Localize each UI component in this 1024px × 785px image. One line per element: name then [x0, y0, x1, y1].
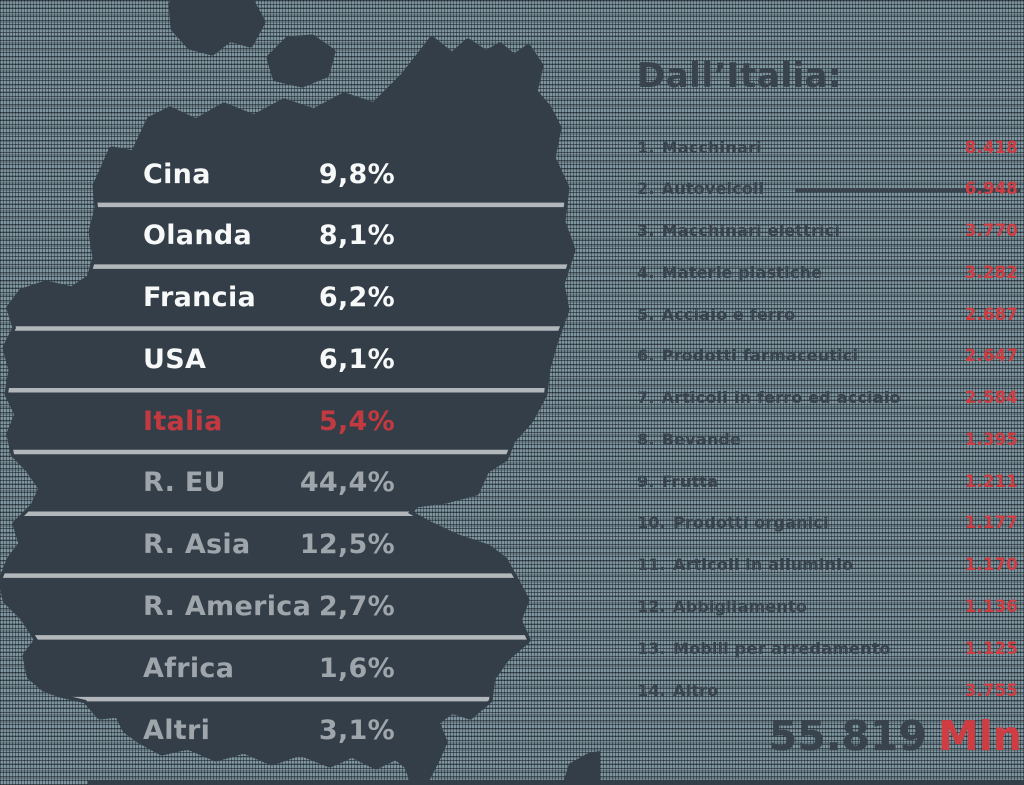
map-row-usa: USA 6,1%	[143, 328, 395, 390]
export-title: Dall’Italia:	[637, 56, 843, 96]
export-value: 1.125	[964, 638, 1018, 658]
export-value: 2.687	[964, 304, 1018, 324]
export-value: 3.770	[964, 221, 1018, 241]
export-label: Altro	[672, 680, 719, 700]
germany-map	[0, 0, 600, 785]
export-rank: 3.	[637, 221, 655, 241]
map-row-francia: Francia 6,2%	[143, 267, 395, 329]
map-row-olanda: Olanda 8,1%	[143, 205, 395, 267]
export-rank: 1.	[637, 137, 655, 157]
bottom-strip	[88, 780, 1024, 785]
export-rank: 7.	[637, 388, 655, 408]
country-value: 44,4%	[299, 467, 395, 499]
export-rank: 14.	[637, 680, 666, 700]
export-item-2: 2. Autoveicoli 6.948	[637, 177, 1018, 201]
export-rank: 10.	[637, 513, 666, 533]
country-value: 3,1%	[318, 714, 395, 746]
country-label: Africa	[143, 652, 235, 684]
export-item-4: 4. Materie plastiche 3.282	[637, 260, 1018, 284]
export-item-12: 12. Abbigliamento 1.136	[637, 594, 1018, 618]
country-value: 5,4%	[318, 405, 395, 437]
country-label: Olanda	[143, 220, 252, 252]
map-row-r-asia: R. Asia 12,5%	[143, 514, 395, 576]
map-island-north	[168, 0, 266, 56]
country-label: USA	[143, 343, 207, 375]
country-value: 2,7%	[318, 590, 395, 622]
export-item-14: 14. Altro 3.755	[637, 678, 1018, 702]
export-label: Articoli in ferro ed acciaio	[661, 388, 901, 408]
map-row-africa: Africa 1,6%	[143, 637, 395, 699]
total-unit: Mln	[937, 712, 1022, 760]
export-divider-line	[795, 188, 1020, 192]
country-label: Francia	[143, 282, 257, 314]
export-value: 1.177	[964, 513, 1018, 533]
export-value: 6.948	[964, 179, 1018, 199]
export-value: 2.584	[964, 388, 1018, 408]
export-label: Prodotti farmaceutici	[661, 346, 859, 366]
export-item-10: 10. Prodotti organici 1.177	[637, 511, 1018, 535]
export-value: 1.211	[964, 471, 1018, 491]
export-item-13: 13. Mobili per arredamento 1.125	[637, 636, 1018, 660]
export-label: Macchinari	[661, 137, 762, 157]
export-rank: 5.	[637, 304, 655, 324]
export-label: Macchinari elettrici	[661, 221, 841, 241]
map-row-italia: Italia 5,4%	[143, 390, 395, 452]
country-value: 6,2%	[318, 282, 395, 314]
export-label: Prodotti organici	[672, 513, 829, 533]
map-row-cina: Cina 9,8%	[143, 143, 395, 205]
export-rank: 8.	[637, 429, 655, 449]
map-island-baltic	[266, 34, 336, 88]
export-rank: 13.	[637, 638, 666, 658]
export-item-9: 9. Frutta 1.211	[637, 469, 1018, 493]
country-label: R. America	[143, 590, 312, 622]
export-item-1: 1. Macchinari 8.418	[637, 135, 1018, 159]
export-label: Autoveicoli	[661, 179, 765, 199]
export-value: 3.755	[964, 680, 1018, 700]
export-value: 8.418	[964, 137, 1018, 157]
export-rank: 11.	[637, 555, 666, 575]
export-rank: 12.	[637, 596, 666, 616]
export-label: Materie plastiche	[661, 262, 823, 282]
export-label: Acciaio e ferro	[661, 304, 796, 324]
country-label: Altri	[143, 714, 211, 746]
export-item-8: 8. Bevande 1.395	[637, 427, 1018, 451]
map-row-r-eu: R. EU 44,4%	[143, 452, 395, 514]
export-rank: 4.	[637, 262, 655, 282]
country-label: Cina	[143, 158, 211, 190]
total-amount: 55.819	[768, 712, 927, 760]
export-rank: 6.	[637, 346, 655, 366]
country-value: 8,1%	[318, 220, 395, 252]
country-label: R. EU	[143, 467, 226, 499]
map-row-altri: Altri 3,1%	[143, 699, 395, 761]
export-item-6: 6. Prodotti farmaceutici 2.647	[637, 344, 1018, 368]
export-label: Frutta	[661, 471, 719, 491]
export-item-3: 3. Macchinari elettrici 3.770	[637, 219, 1018, 243]
export-label: Articoli in alluminio	[672, 555, 854, 575]
export-value: 3.282	[964, 262, 1018, 282]
country-label: Italia	[143, 405, 223, 437]
export-value: 1.395	[964, 429, 1018, 449]
export-rank: 2.	[637, 179, 655, 199]
export-value: 1.136	[964, 596, 1018, 616]
country-value: 6,1%	[318, 343, 395, 375]
export-item-11: 11. Articoli in alluminio 1.170	[637, 553, 1018, 577]
export-item-7: 7. Articoli in ferro ed acciaio 2.584	[637, 386, 1018, 410]
export-item-5: 5. Acciaio e ferro 2.687	[637, 302, 1018, 326]
export-value: 1.170	[964, 555, 1018, 575]
map-blob-bottom	[562, 751, 600, 785]
country-value: 1,6%	[318, 652, 395, 684]
country-value: 9,8%	[318, 158, 395, 190]
export-label: Bevande	[661, 429, 741, 449]
export-panel: Dall’Italia: 1. Macchinari 8.418 2. Autoveic…	[637, 0, 1022, 785]
map-import-rows: Cina 9,8% Olanda 8,1% Francia 6,2% USA 6,1% Ital…	[143, 0, 395, 785]
export-label: Abbigliamento	[672, 596, 808, 616]
export-value: 2.647	[964, 346, 1018, 366]
map-row-r-america: R. America 2,7%	[143, 575, 395, 637]
country-value: 12,5%	[299, 529, 395, 561]
export-label: Mobili per arredamento	[672, 638, 891, 658]
export-rank: 9.	[637, 471, 655, 491]
export-total: 55.819 Mln	[769, 712, 1022, 760]
country-label: R. Asia	[143, 529, 251, 561]
